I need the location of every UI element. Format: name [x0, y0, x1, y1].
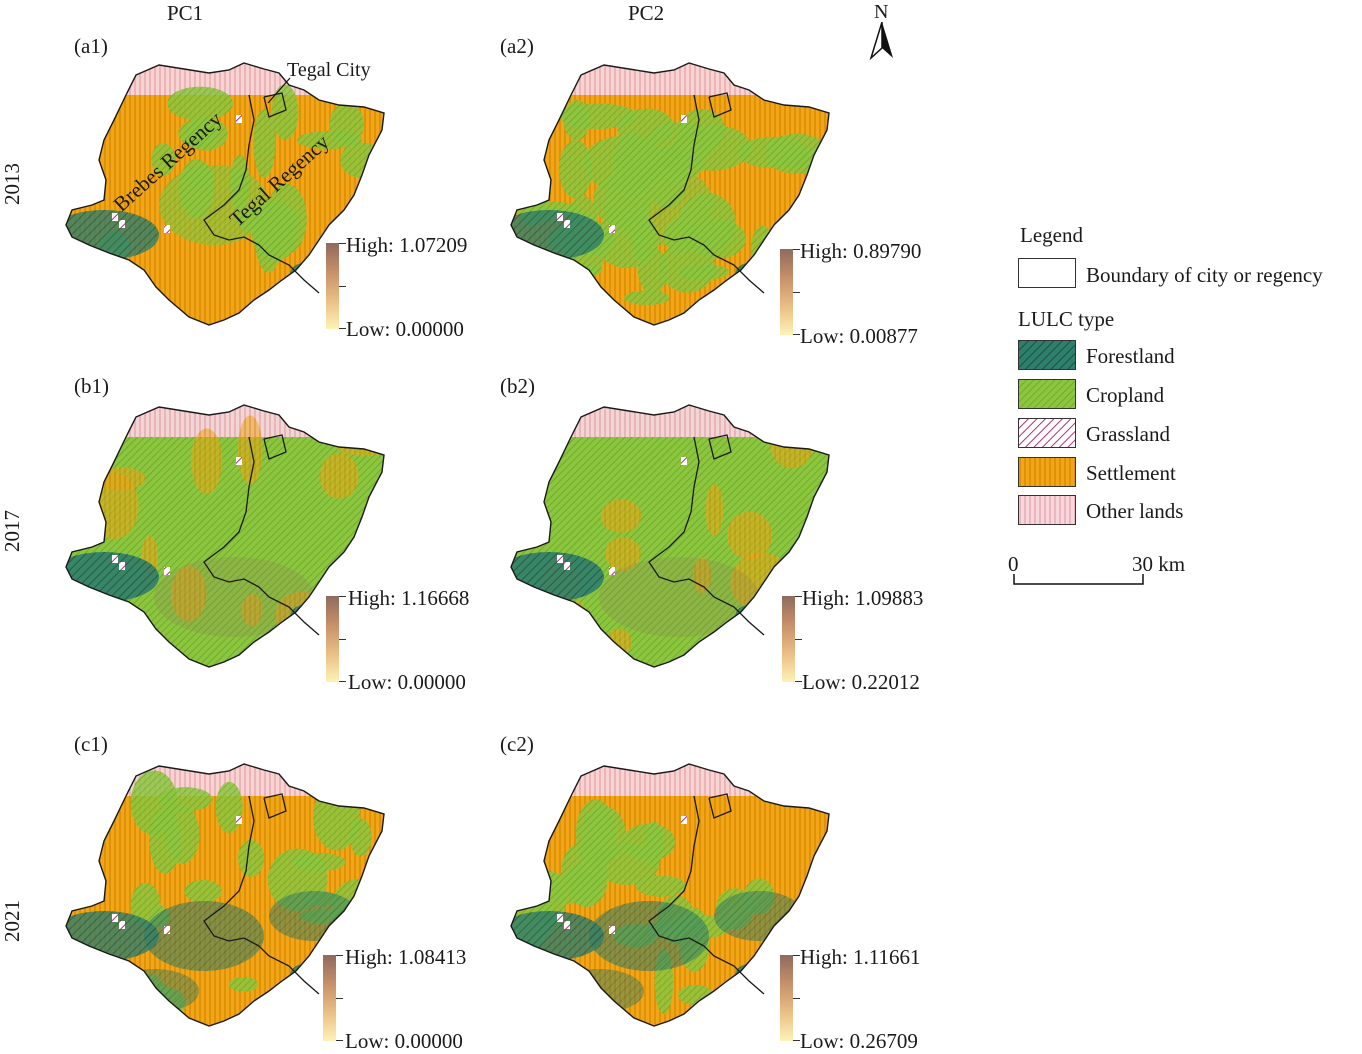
- north-label: N: [874, 1, 889, 23]
- panel-label-a2: (a2): [500, 34, 534, 58]
- scale-bar-end: 30 km: [1132, 552, 1186, 576]
- scale-bar: [1013, 574, 1144, 585]
- north-arrow: N: [868, 2, 898, 60]
- colorbar-high-label: High: 0.89790: [800, 239, 922, 263]
- legend-label-grassland: Grassland: [1086, 422, 1170, 446]
- panel-label-c2: (c2): [500, 732, 534, 756]
- legend-boundary-swatch: [1018, 258, 1076, 288]
- colorbar-low-label: Low: 0.26709: [800, 1029, 918, 1053]
- column-title-pc2: PC2: [628, 1, 665, 25]
- map-b1: [65, 404, 385, 668]
- legend-swatch-grassland: [1018, 418, 1076, 448]
- colorbar-high-label: High: 1.09883: [802, 586, 924, 610]
- legend-swatch-cropland: [1018, 379, 1076, 409]
- colorbar-low-label: Low: 0.00877: [800, 324, 918, 348]
- north-arrow-icon: [869, 22, 893, 60]
- legend-label-other-lands: Other lands: [1086, 499, 1184, 523]
- colorbar-low-label: Low: 0.00000: [348, 670, 466, 694]
- annotation-tegal-city: Tegal City: [287, 59, 371, 81]
- scale-bar-start: 0: [1008, 552, 1019, 576]
- colorbar-low-label: Low: 0.22012: [802, 670, 920, 694]
- colorbar-high-label: High: 1.16668: [348, 586, 470, 610]
- legend-label-settlement: Settlement: [1086, 461, 1176, 485]
- legend-swatch-forestland: [1018, 340, 1076, 370]
- map-a2: [510, 62, 830, 326]
- map-a1: [65, 62, 385, 326]
- row-title-2017: 2017: [0, 510, 24, 552]
- legend-lulc-title: LULC type: [1018, 307, 1115, 331]
- panel-label-a1: (a1): [74, 34, 108, 58]
- legend-title: Legend: [1020, 223, 1083, 247]
- colorbar-high-label: High: 1.07209: [346, 233, 468, 257]
- legend-swatch-other-lands: [1018, 495, 1076, 525]
- row-title-2021: 2021: [0, 900, 24, 942]
- panel-label-b1: (b1): [74, 374, 109, 398]
- map-c1: [65, 763, 385, 1027]
- panel-label-b2: (b2): [500, 374, 535, 398]
- legend-boundary-label: Boundary of city or regency: [1086, 263, 1323, 287]
- panel-label-c1: (c1): [74, 732, 108, 756]
- legend-label-cropland: Cropland: [1086, 383, 1165, 407]
- colorbar-low-label: Low: 0.00000: [346, 317, 464, 341]
- map-c2: [510, 763, 830, 1027]
- colorbar-low-label: Low: 0.00000: [345, 1029, 463, 1053]
- legend-label-forestland: Forestland: [1086, 344, 1175, 368]
- map-b2: [510, 404, 830, 668]
- colorbar-high-label: High: 1.11661: [800, 945, 921, 969]
- legend-swatch-settlement: [1018, 457, 1076, 487]
- tegal-city-leader-line: [267, 77, 291, 104]
- colorbar-high-label: High: 1.08413: [345, 945, 467, 969]
- row-title-2013: 2013: [0, 163, 24, 205]
- column-title-pc1: PC1: [167, 1, 204, 25]
